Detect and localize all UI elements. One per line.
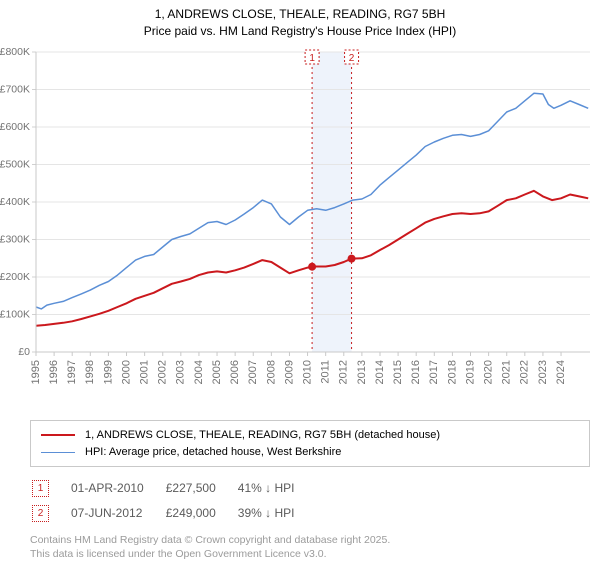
legend-item: HPI: Average price, detached house, West… <box>41 444 579 462</box>
svg-text:2018: 2018 <box>446 360 458 384</box>
svg-text:2013: 2013 <box>356 360 368 384</box>
line-chart-svg: £0 £100K £200K £300K £400K £500K £600K £700K £80… <box>0 44 600 414</box>
svg-text:1998: 1998 <box>84 360 96 384</box>
legend-label: HPI: Average price, detached house, West… <box>85 444 341 462</box>
sale-date: 01-APR-2010 <box>71 477 164 500</box>
svg-text:£700K: £700K <box>0 83 30 95</box>
credits-line-1: Contains HM Land Registry data © Crown c… <box>30 533 590 547</box>
svg-text:2023: 2023 <box>537 360 549 384</box>
legend-label: 1, ANDREWS CLOSE, THEALE, READING, RG7 5… <box>85 427 440 445</box>
svg-text:2007: 2007 <box>247 360 259 384</box>
svg-text:2022: 2022 <box>519 360 531 384</box>
svg-text:2006: 2006 <box>229 360 241 384</box>
svg-text:2003: 2003 <box>175 360 187 384</box>
sale-price: £227,500 <box>166 477 236 500</box>
sale-price: £249,000 <box>166 502 236 525</box>
svg-text:2002: 2002 <box>157 360 169 384</box>
svg-text:2004: 2004 <box>193 360 205 384</box>
legend-swatch <box>41 434 75 436</box>
legend-swatch <box>41 452 75 453</box>
credits: Contains HM Land Registry data © Crown c… <box>30 533 590 561</box>
legend: 1, ANDREWS CLOSE, THEALE, READING, RG7 5… <box>30 420 590 467</box>
sale-marker-badge: 1 <box>32 480 49 497</box>
svg-text:2011: 2011 <box>320 360 332 384</box>
sales-table: 1 01-APR-2010£227,50041% ↓ HPI 2 07-JUN-201… <box>30 475 316 527</box>
svg-text:2019: 2019 <box>464 360 476 384</box>
sale-delta: 41% ↓ HPI <box>238 477 315 500</box>
svg-text:£400K: £400K <box>0 196 30 208</box>
sale-row: 1 01-APR-2010£227,50041% ↓ HPI <box>32 477 314 500</box>
title-line-2: Price paid vs. HM Land Registry's House … <box>0 23 600 40</box>
svg-text:2017: 2017 <box>428 360 440 384</box>
svg-text:2024: 2024 <box>555 360 567 384</box>
svg-text:2020: 2020 <box>483 360 495 384</box>
sale-delta: 39% ↓ HPI <box>238 502 315 525</box>
credits-line-2: This data is licensed under the Open Gov… <box>30 547 590 561</box>
sale-row: 2 07-JUN-2012£249,00039% ↓ HPI <box>32 502 314 525</box>
sale-date: 07-JUN-2012 <box>71 502 164 525</box>
chart-area: £0 £100K £200K £300K £400K £500K £600K £700K £80… <box>0 44 600 414</box>
svg-text:1996: 1996 <box>48 360 60 384</box>
svg-text:£200K: £200K <box>0 271 30 283</box>
svg-text:£500K: £500K <box>0 158 30 170</box>
svg-text:£600K: £600K <box>0 121 30 133</box>
svg-text:2000: 2000 <box>120 360 132 384</box>
svg-text:£100K: £100K <box>0 308 30 320</box>
sale-marker-badge: 2 <box>32 505 49 522</box>
svg-text:2014: 2014 <box>374 360 386 384</box>
svg-text:1999: 1999 <box>102 360 114 384</box>
svg-text:£800K: £800K <box>0 46 30 58</box>
svg-text:2015: 2015 <box>392 360 404 384</box>
svg-text:2021: 2021 <box>501 360 513 384</box>
svg-text:2010: 2010 <box>301 360 313 384</box>
svg-text:2005: 2005 <box>211 360 223 384</box>
title-line-1: 1, ANDREWS CLOSE, THEALE, READING, RG7 5… <box>0 6 600 23</box>
svg-text:2012: 2012 <box>338 360 350 384</box>
svg-text:1: 1 <box>309 53 315 64</box>
svg-text:2008: 2008 <box>265 360 277 384</box>
chart-title: 1, ANDREWS CLOSE, THEALE, READING, RG7 5… <box>0 0 600 44</box>
svg-text:2001: 2001 <box>139 360 151 384</box>
svg-text:2: 2 <box>349 53 355 64</box>
svg-text:£300K: £300K <box>0 233 30 245</box>
svg-text:1995: 1995 <box>30 360 42 384</box>
svg-text:1997: 1997 <box>66 360 78 384</box>
svg-text:2009: 2009 <box>283 360 295 384</box>
legend-item: 1, ANDREWS CLOSE, THEALE, READING, RG7 5… <box>41 427 579 445</box>
svg-text:£0: £0 <box>18 346 30 358</box>
svg-text:2016: 2016 <box>410 360 422 384</box>
